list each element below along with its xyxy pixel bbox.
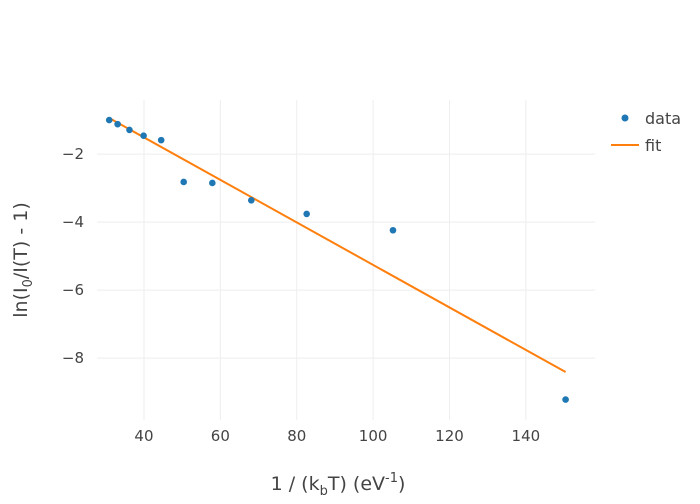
x-tick-label: 40 — [134, 427, 153, 445]
data-point — [157, 136, 165, 144]
y-axis-title: ln(I0/I(T) - 1) — [10, 202, 36, 318]
x-tick-label: 120 — [435, 427, 464, 445]
data-point — [562, 396, 569, 403]
legend-label-fit: fit — [645, 136, 661, 155]
x-tick-label: 100 — [359, 427, 388, 445]
legend-marker-data — [621, 114, 629, 122]
data-point — [303, 210, 310, 218]
data-point — [180, 178, 187, 186]
data-point — [247, 197, 255, 204]
grid — [97, 100, 595, 420]
x-tick-label: 60 — [211, 427, 230, 445]
legend[interactable]: data fit — [611, 109, 681, 155]
y-tick-label: −8 — [62, 349, 84, 367]
data-point — [126, 126, 133, 134]
data-point — [209, 179, 216, 187]
data-point — [105, 116, 113, 124]
data-point — [140, 132, 147, 140]
legend-item-data[interactable]: data — [621, 109, 682, 128]
data-point — [114, 120, 121, 128]
y-tick-label: −4 — [62, 213, 84, 231]
y-tick-label: −2 — [62, 145, 84, 163]
x-axis-ticks: 40 60 80 100 120 140 — [134, 427, 540, 445]
x-tick-label: 140 — [512, 427, 541, 445]
y-axis-ticks: −2 −4 −6 −8 — [62, 145, 84, 367]
plot-area — [105, 116, 569, 403]
x-axis-title: 1 / (kbT) (eV-1) — [271, 471, 406, 499]
x-tick-label: 80 — [287, 427, 306, 445]
y-tick-label: −6 — [62, 281, 84, 299]
fit-line — [108, 117, 567, 373]
data-point — [389, 226, 397, 234]
legend-label-data: data — [645, 109, 681, 128]
legend-item-fit[interactable]: fit — [611, 136, 661, 155]
